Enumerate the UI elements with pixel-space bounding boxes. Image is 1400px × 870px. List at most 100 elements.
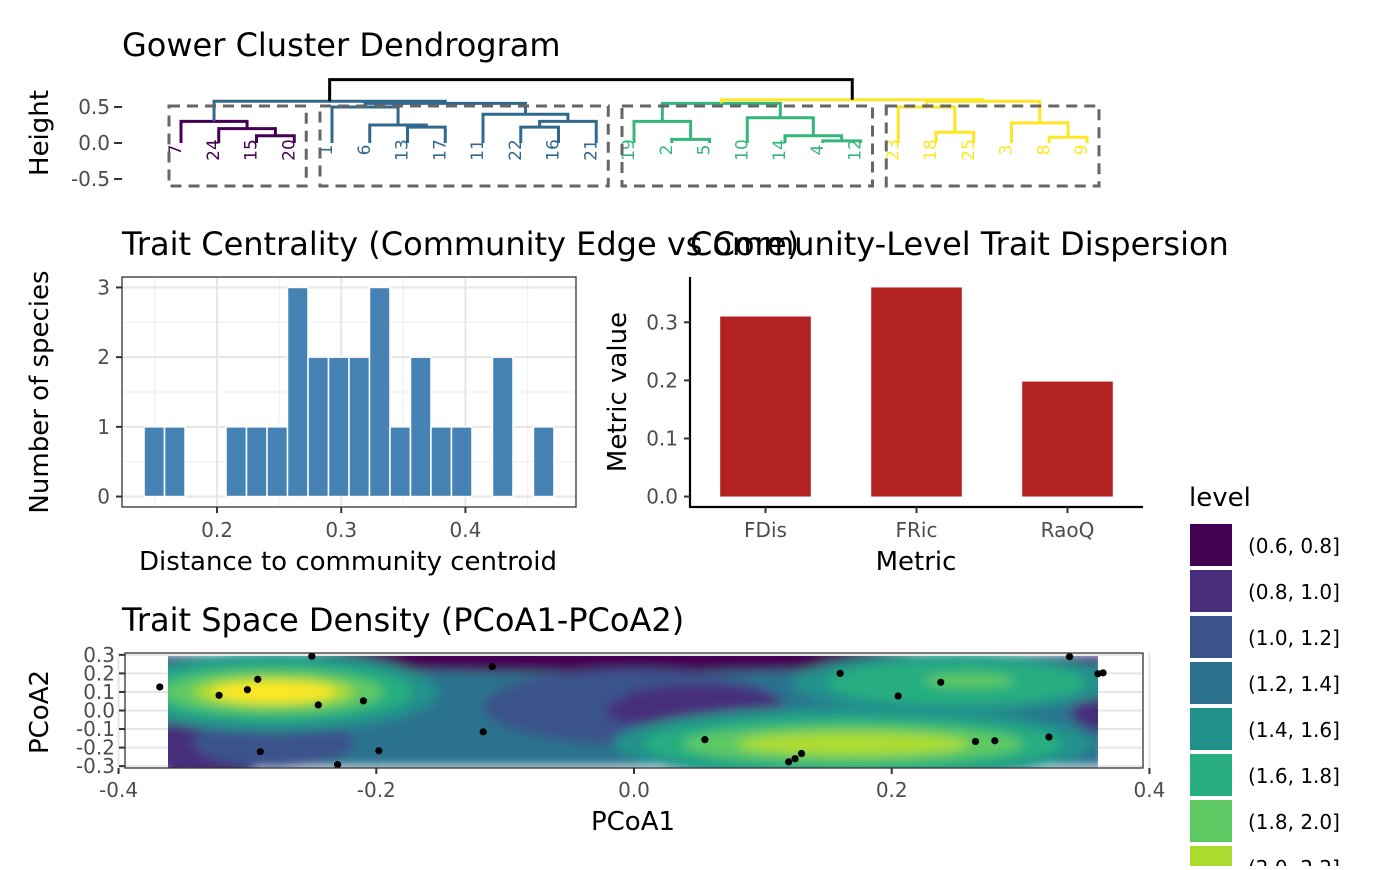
dendro-y-tick-label: 0.0 xyxy=(78,131,110,155)
data-point xyxy=(375,747,383,755)
dendrogram-leaf-label: 21 xyxy=(581,139,601,161)
dendrogram-leaf-label: 16 xyxy=(544,139,564,161)
dendrogram-leaf-label: 9 xyxy=(1072,145,1092,156)
legend-swatch xyxy=(1190,616,1232,658)
legend-swatch xyxy=(1190,570,1232,612)
y-tick-label: 0.3 xyxy=(646,310,678,334)
centrality-histogram-panel: Trait Centrality (Community Edge vs Core… xyxy=(25,225,799,577)
y-tick-label: 0 xyxy=(97,485,110,509)
density-contour-panel: Trait Space Density (PCoA1-PCoA2) -0.4 -0… xyxy=(25,601,1165,837)
dendrogram-leaf-label: 7 xyxy=(166,145,186,156)
legend-swatch xyxy=(1190,800,1232,842)
data-point xyxy=(359,697,367,705)
histogram-bar xyxy=(307,356,330,498)
y-tick-label: 2 xyxy=(97,345,110,369)
dendro-y-tick-label: 0.5 xyxy=(78,95,110,119)
x-tick-label: -0.4 xyxy=(99,778,138,802)
dendro-y-tick-label: -0.5 xyxy=(71,167,110,191)
data-point xyxy=(1099,669,1107,677)
dispersion-title: Community-Level Trait Dispersion xyxy=(690,225,1229,263)
data-point xyxy=(308,652,316,660)
histogram-bar xyxy=(266,426,289,498)
contour-bands xyxy=(168,656,1098,768)
data-point xyxy=(785,758,793,766)
data-point xyxy=(791,755,799,763)
data-point xyxy=(215,691,223,699)
dispersion-bar-panel: Community-Level Trait Dispersion FDis FRi… xyxy=(603,225,1229,577)
histogram-bar xyxy=(430,426,453,498)
histogram-axes: 0.2 0.3 0.4 0 1 2 3 xyxy=(97,275,481,542)
data-point xyxy=(937,678,945,686)
dispersion-bar xyxy=(720,316,811,497)
dendrogram-title: Gower Cluster Dendrogram xyxy=(122,26,561,64)
legend-label: (1.4, 1.6] xyxy=(1248,718,1340,742)
dendrogram-link xyxy=(1010,121,1070,143)
dendrogram-y-axis-title: Height xyxy=(25,90,55,176)
histogram-bar xyxy=(327,356,350,498)
contour-band xyxy=(924,673,1015,688)
dispersion-y-axis-title: Metric value xyxy=(603,312,633,472)
legend-label: (1.2, 1.4] xyxy=(1248,672,1340,696)
histogram-bar xyxy=(348,356,371,498)
x-tick-label: FRic xyxy=(896,518,938,542)
histogram-bar xyxy=(389,426,412,498)
legend-label: (1.0, 1.2] xyxy=(1248,626,1340,650)
dendrogram-leaf-label: 8 xyxy=(1034,145,1054,156)
x-tick-label: 0.0 xyxy=(618,778,650,802)
contour-band xyxy=(278,656,939,673)
dendrogram-link xyxy=(925,99,1042,123)
legend-label: (1.6, 1.8] xyxy=(1248,764,1340,788)
data-point xyxy=(256,748,264,756)
level-legend: level (0.6, 0.8] (0.8, 1.0] (1.0, 1.2] (1.2… xyxy=(1189,483,1340,870)
x-tick-label: RaoQ xyxy=(1041,518,1095,542)
histogram-bar xyxy=(225,426,248,498)
data-point xyxy=(1045,733,1053,741)
histogram-bars xyxy=(143,286,555,498)
legend-swatch xyxy=(1190,754,1232,796)
data-point xyxy=(479,728,487,736)
y-tick-label: 3 xyxy=(97,275,110,299)
y-tick-label: 0.3 xyxy=(83,643,115,667)
histogram-bar xyxy=(532,426,555,498)
histogram-bar xyxy=(368,286,391,498)
dendrogram-leaf-label: 18 xyxy=(921,139,941,161)
dendrogram-panel: Gower Cluster Dendrogram Height 0.5 0.0 … xyxy=(25,26,1101,191)
y-tick-label: -0.2 xyxy=(76,736,115,760)
dendrogram-leaf-label: 11 xyxy=(468,139,488,161)
legend-label: (0.6, 0.8] xyxy=(1248,534,1340,558)
dendrogram-leaf-label: 10 xyxy=(732,139,752,161)
cluster-box xyxy=(884,104,1101,188)
histogram-bar xyxy=(143,426,166,498)
histogram-bar xyxy=(245,426,268,498)
histogram-bar xyxy=(450,426,473,498)
dendrogram-leaf-label: 17 xyxy=(430,139,450,161)
cluster-box xyxy=(318,104,610,188)
data-point xyxy=(894,692,902,700)
x-tick-label: 0.3 xyxy=(325,518,357,542)
y-tick-label: 1 xyxy=(97,415,110,439)
dendrogram-link xyxy=(1047,135,1089,143)
histogram-y-axis-title: Number of species xyxy=(25,270,55,513)
dendrogram-link xyxy=(896,105,957,143)
density-y-axis-title: PCoA2 xyxy=(25,670,55,754)
dendrogram-leaf-label: 24 xyxy=(204,139,224,161)
y-tick-label: 0.2 xyxy=(646,368,678,392)
histogram-bar xyxy=(409,356,432,498)
y-tick-label: -0.1 xyxy=(76,717,115,741)
data-point xyxy=(1065,653,1074,661)
density-points xyxy=(156,652,1107,769)
y-tick-label: 0.2 xyxy=(83,661,115,685)
dendrogram-leaf-label: 20 xyxy=(279,139,299,161)
data-point xyxy=(488,662,496,671)
x-tick-label: 0.2 xyxy=(876,778,908,802)
x-tick-label: FDis xyxy=(744,518,787,542)
density-title: Trait Space Density (PCoA1-PCoA2) xyxy=(121,601,684,639)
y-tick-label: 0.1 xyxy=(646,426,678,450)
histogram-bar xyxy=(286,286,309,498)
histogram-bar xyxy=(163,426,186,498)
histogram-bar xyxy=(491,356,514,498)
dispersion-x-axis-title: Metric xyxy=(876,547,957,577)
dispersion-bars xyxy=(720,287,1113,497)
